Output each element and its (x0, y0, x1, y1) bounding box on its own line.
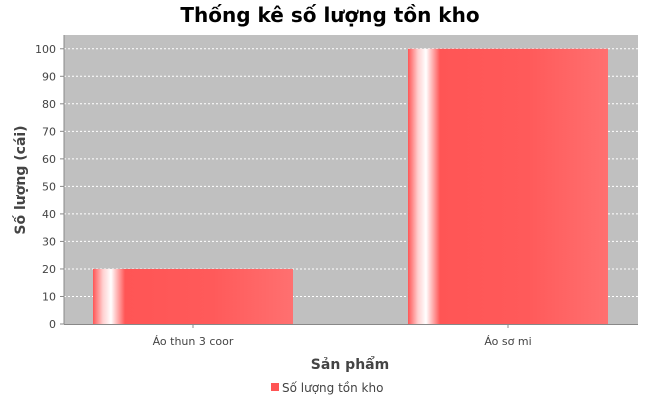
bar (93, 268, 293, 324)
legend: Số lượng tồn kho (271, 381, 383, 395)
y-tick-label: 60 (42, 153, 56, 166)
y-tick-label: 20 (42, 263, 56, 276)
y-tick-label: 30 (42, 235, 56, 248)
y-tick-label: 50 (42, 180, 56, 193)
y-tick-label: 70 (42, 125, 56, 138)
legend-swatch (271, 383, 279, 391)
x-ticks: Áo thun 3 coor Áo sơ mi (153, 324, 532, 348)
y-tick-label: 10 (42, 290, 56, 303)
bars (93, 48, 608, 325)
y-ticks: 0 10 20 30 40 50 60 70 80 90 100 (35, 43, 64, 331)
bar (408, 48, 608, 325)
y-tick-label: 100 (35, 43, 56, 56)
y-tick-label: 80 (42, 98, 56, 111)
y-tick-label: 40 (42, 208, 56, 221)
x-tick-label: Áo sơ mi (484, 335, 531, 348)
chart-title: Thống kê số lượng tồn kho (180, 3, 479, 27)
y-axis-label: Số lượng (cái) (12, 125, 29, 234)
x-tick-label: Áo thun 3 coor (153, 335, 234, 348)
x-axis-label: Sản phẩm (311, 356, 389, 373)
y-tick-label: 90 (42, 70, 56, 83)
y-tick-label: 0 (49, 318, 56, 331)
legend-label: Số lượng tồn kho (282, 381, 383, 395)
